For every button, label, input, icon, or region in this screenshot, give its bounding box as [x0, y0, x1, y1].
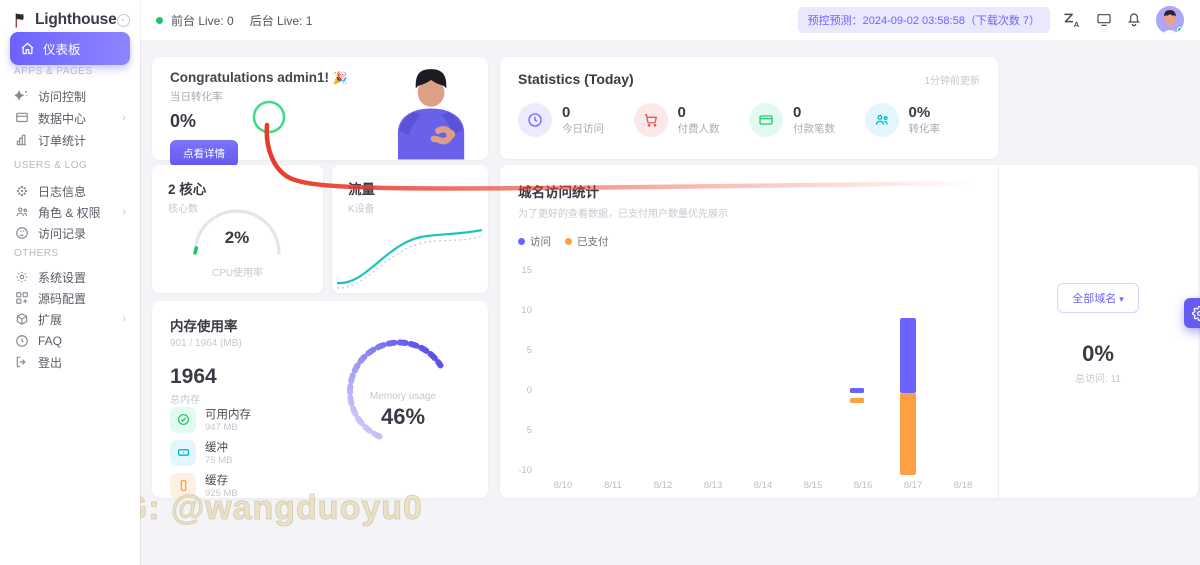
svg-text:15: 15: [521, 265, 532, 276]
svg-text:8/14: 8/14: [754, 480, 773, 491]
svg-text:10: 10: [521, 305, 532, 316]
svg-text:8/18: 8/18: [954, 480, 973, 491]
svg-text:8/12: 8/12: [654, 480, 673, 491]
svg-text:8/17: 8/17: [904, 480, 923, 491]
svg-text:5: 5: [527, 425, 532, 436]
svg-text:0: 0: [527, 385, 532, 396]
svg-text:8/11: 8/11: [604, 480, 622, 491]
svg-text:2%: 2%: [225, 228, 250, 247]
svg-text:5: 5: [527, 345, 532, 356]
svg-text:8/10: 8/10: [554, 480, 573, 491]
svg-text:8/16: 8/16: [854, 480, 873, 491]
svg-text:8/13: 8/13: [704, 480, 723, 491]
svg-text:-10: -10: [518, 465, 532, 476]
svg-text:A: A: [1074, 20, 1080, 28]
svg-text:8/15: 8/15: [804, 480, 823, 491]
